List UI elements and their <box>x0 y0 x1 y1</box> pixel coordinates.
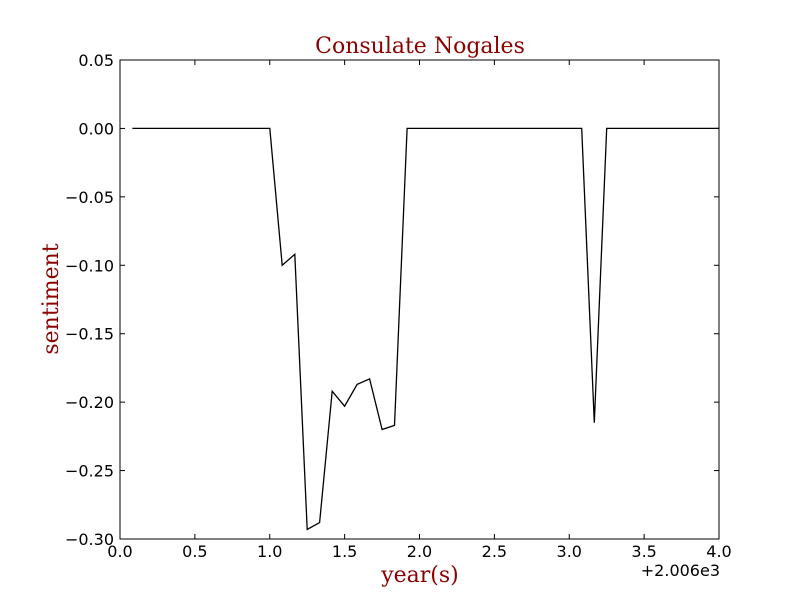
x-tick-label: 0.5 <box>182 542 207 561</box>
x-offset-label: +2.006e3 <box>641 561 720 580</box>
x-axis-label: year(s) <box>380 563 459 588</box>
y-axis-label: sentiment <box>39 243 64 354</box>
plot-area: 0.0 0.5 1.0 1.5 2.0 2.5 3.0 3.5 4.0 0.05 0.00 −0.05… <box>65 51 732 561</box>
x-tick-label: 1.5 <box>332 542 357 561</box>
y-tick-label: −0.20 <box>65 393 114 412</box>
x-tick-label: 3.5 <box>631 542 656 561</box>
y-tick-label: −0.05 <box>65 188 114 207</box>
x-tick-label: 1.0 <box>257 542 282 561</box>
y-tick-label: −0.30 <box>65 530 114 549</box>
x-tick-label: 4.0 <box>706 542 731 561</box>
y-tick-label: 0.05 <box>78 51 114 70</box>
series-line <box>132 127 719 531</box>
y-tick-label: −0.10 <box>65 256 114 275</box>
x-tick-label: 2.0 <box>407 542 432 561</box>
y-tick-label: −0.15 <box>65 325 114 344</box>
x-tick-label: 0.0 <box>107 542 132 561</box>
x-tick-label: 2.5 <box>482 542 507 561</box>
chart-title: Consulate Nogales <box>315 34 525 59</box>
y-tick-label: −0.25 <box>65 462 114 481</box>
y-tick-label: 0.00 <box>78 119 114 138</box>
x-tick-label: 3.0 <box>557 542 582 561</box>
